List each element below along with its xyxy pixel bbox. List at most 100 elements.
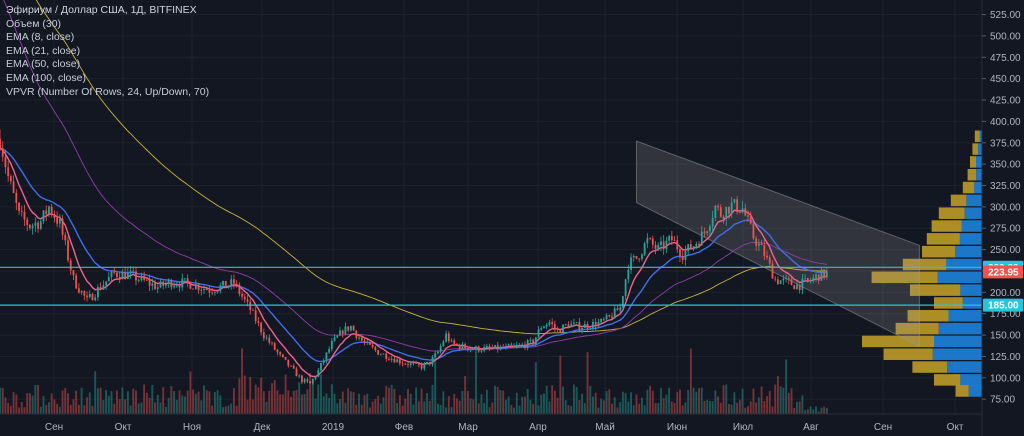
candle-body xyxy=(437,351,439,354)
candle-body xyxy=(121,271,124,280)
volume-bar xyxy=(271,383,273,414)
volume-bar xyxy=(613,397,616,414)
candle-body xyxy=(37,222,39,229)
candle-body xyxy=(72,270,75,276)
y-tick-label: 425.00 xyxy=(990,96,1021,107)
volume-bar xyxy=(42,395,45,414)
candle-body xyxy=(165,283,167,286)
volume-bar xyxy=(700,387,703,414)
candle-body xyxy=(787,278,790,280)
volume-bar xyxy=(20,402,23,414)
candle-body xyxy=(23,211,26,220)
volume-bar xyxy=(388,387,390,414)
candle-body xyxy=(132,270,135,272)
candle-body xyxy=(464,344,467,349)
candle-body xyxy=(333,337,336,341)
volume-bar xyxy=(12,392,15,414)
volume-bar xyxy=(815,406,817,414)
legend-ema100[interactable]: EMA (100, close) xyxy=(6,71,86,84)
legend-vpvr[interactable]: VPVR (Number Of Rows, 24, Up/Down, 70) xyxy=(6,85,210,98)
x-tick-label: Сен xyxy=(45,422,63,433)
candle-body xyxy=(510,344,513,346)
candle-body xyxy=(281,354,284,357)
candle-body xyxy=(360,337,363,341)
legend-title[interactable]: Эфириум / Доллар США, 1Д, BITFINEX xyxy=(6,4,197,16)
candle-body xyxy=(145,279,148,281)
descending-channel[interactable] xyxy=(635,140,920,347)
volume-bar xyxy=(53,399,56,414)
vpvr-row-down xyxy=(910,284,961,296)
volume-bar xyxy=(86,397,88,414)
candle-body xyxy=(766,255,768,258)
volume-bar xyxy=(662,398,665,414)
volume-bar xyxy=(600,398,603,414)
legend-ema50[interactable]: EMA (50, close) xyxy=(6,58,81,71)
candle-body xyxy=(632,255,635,258)
volume-bar xyxy=(559,355,562,414)
volume-bar xyxy=(817,411,820,414)
volume-bar xyxy=(398,395,401,414)
vpvr-row-up xyxy=(946,258,982,271)
vpvr-row-up xyxy=(932,348,982,360)
volume-bar xyxy=(485,389,488,414)
horizontal-levels[interactable] xyxy=(0,266,982,306)
volume-bar xyxy=(230,403,233,414)
legend-ema8[interactable]: EMA (8, close) xyxy=(6,31,75,44)
candle-body xyxy=(649,238,651,239)
volume-bar xyxy=(328,397,331,414)
candle-body xyxy=(507,344,510,346)
vpvr-row-up xyxy=(976,156,982,168)
volume-bar xyxy=(504,399,507,414)
volume-bar xyxy=(812,409,815,414)
volume-bar xyxy=(447,396,450,414)
candle-body xyxy=(175,285,178,287)
y-tick-label: 75.00 xyxy=(990,395,1015,406)
volume-bar xyxy=(317,384,320,414)
volume-bar xyxy=(50,393,53,414)
vpvr-row-up xyxy=(979,130,982,143)
volume-bar xyxy=(366,393,369,414)
volume-bar xyxy=(203,385,205,414)
candle-body xyxy=(154,283,156,290)
y-tick-label: 325.00 xyxy=(990,181,1021,192)
candle-body xyxy=(698,243,700,246)
volume-bar xyxy=(390,384,393,414)
volume-bar xyxy=(728,404,730,414)
candle-body xyxy=(50,206,53,215)
volume-bar xyxy=(771,406,774,414)
x-tick-label: Июн xyxy=(667,422,687,433)
candle-body xyxy=(641,254,643,260)
y-tick-label: 500.00 xyxy=(990,31,1021,42)
candle-body xyxy=(382,353,385,355)
candle-body xyxy=(660,241,662,246)
volume-bar xyxy=(129,405,132,414)
volume-bar xyxy=(417,401,420,414)
candle-body xyxy=(540,328,543,330)
volume-bar xyxy=(706,399,709,414)
candle-body xyxy=(314,376,317,379)
volume-bar xyxy=(135,390,137,414)
candle-body xyxy=(58,218,61,224)
vpvr-row-down xyxy=(922,245,955,258)
volume-bar xyxy=(445,407,448,414)
volume-bar xyxy=(363,395,366,414)
candle-body xyxy=(608,315,611,317)
candle-body xyxy=(594,321,597,327)
volume-bar xyxy=(371,401,374,414)
candle-body xyxy=(521,344,524,346)
candle-body xyxy=(526,340,529,348)
candle-body xyxy=(801,278,804,290)
legend-ema21[interactable]: EMA (21, close) xyxy=(6,44,81,57)
volume-bar xyxy=(741,388,744,414)
candle-body xyxy=(69,260,72,271)
candle-body xyxy=(75,275,78,289)
legend-volume[interactable]: Объем (30) xyxy=(6,17,62,30)
candle-body xyxy=(15,192,18,203)
volume-bar xyxy=(602,400,605,414)
volume-bar xyxy=(564,400,567,414)
x-tick-label: Мар xyxy=(458,422,478,433)
candle-body xyxy=(181,278,184,288)
vpvr-row-up xyxy=(964,207,982,219)
candle-body xyxy=(703,231,706,234)
